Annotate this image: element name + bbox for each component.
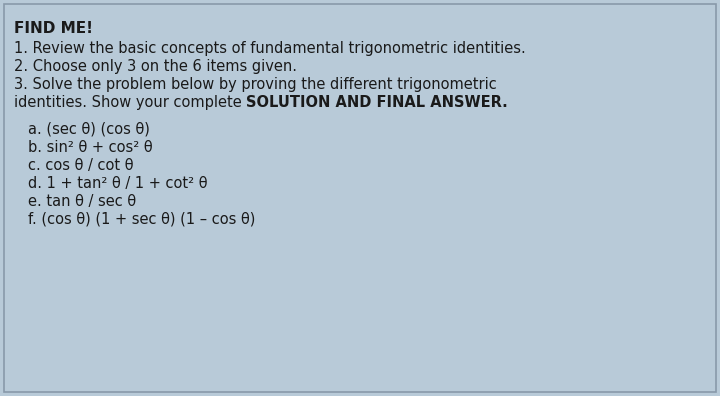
Text: c. cos θ / cot θ: c. cos θ / cot θ: [28, 158, 133, 173]
Text: 3. Solve the problem below by proving the different trigonometric: 3. Solve the problem below by proving th…: [14, 77, 497, 92]
Text: 2. Choose only 3 on the 6 items given.: 2. Choose only 3 on the 6 items given.: [14, 59, 297, 74]
Text: FIND ME!: FIND ME!: [14, 21, 93, 36]
Text: b. sin² θ + cos² θ: b. sin² θ + cos² θ: [28, 140, 153, 155]
Text: e. tan θ / sec θ: e. tan θ / sec θ: [28, 194, 136, 209]
Text: SOLUTION AND FINAL ANSWER.: SOLUTION AND FINAL ANSWER.: [246, 95, 508, 110]
FancyBboxPatch shape: [4, 4, 716, 392]
Text: a. (sec θ) (cos θ): a. (sec θ) (cos θ): [28, 122, 150, 137]
Text: f. (cos θ) (1 + sec θ) (1 – cos θ): f. (cos θ) (1 + sec θ) (1 – cos θ): [28, 212, 256, 227]
Text: identities. Show your complete: identities. Show your complete: [14, 95, 246, 110]
Text: 1. Review the basic concepts of fundamental trigonometric identities.: 1. Review the basic concepts of fundamen…: [14, 41, 526, 56]
Text: d. 1 + tan² θ / 1 + cot² θ: d. 1 + tan² θ / 1 + cot² θ: [28, 176, 207, 191]
